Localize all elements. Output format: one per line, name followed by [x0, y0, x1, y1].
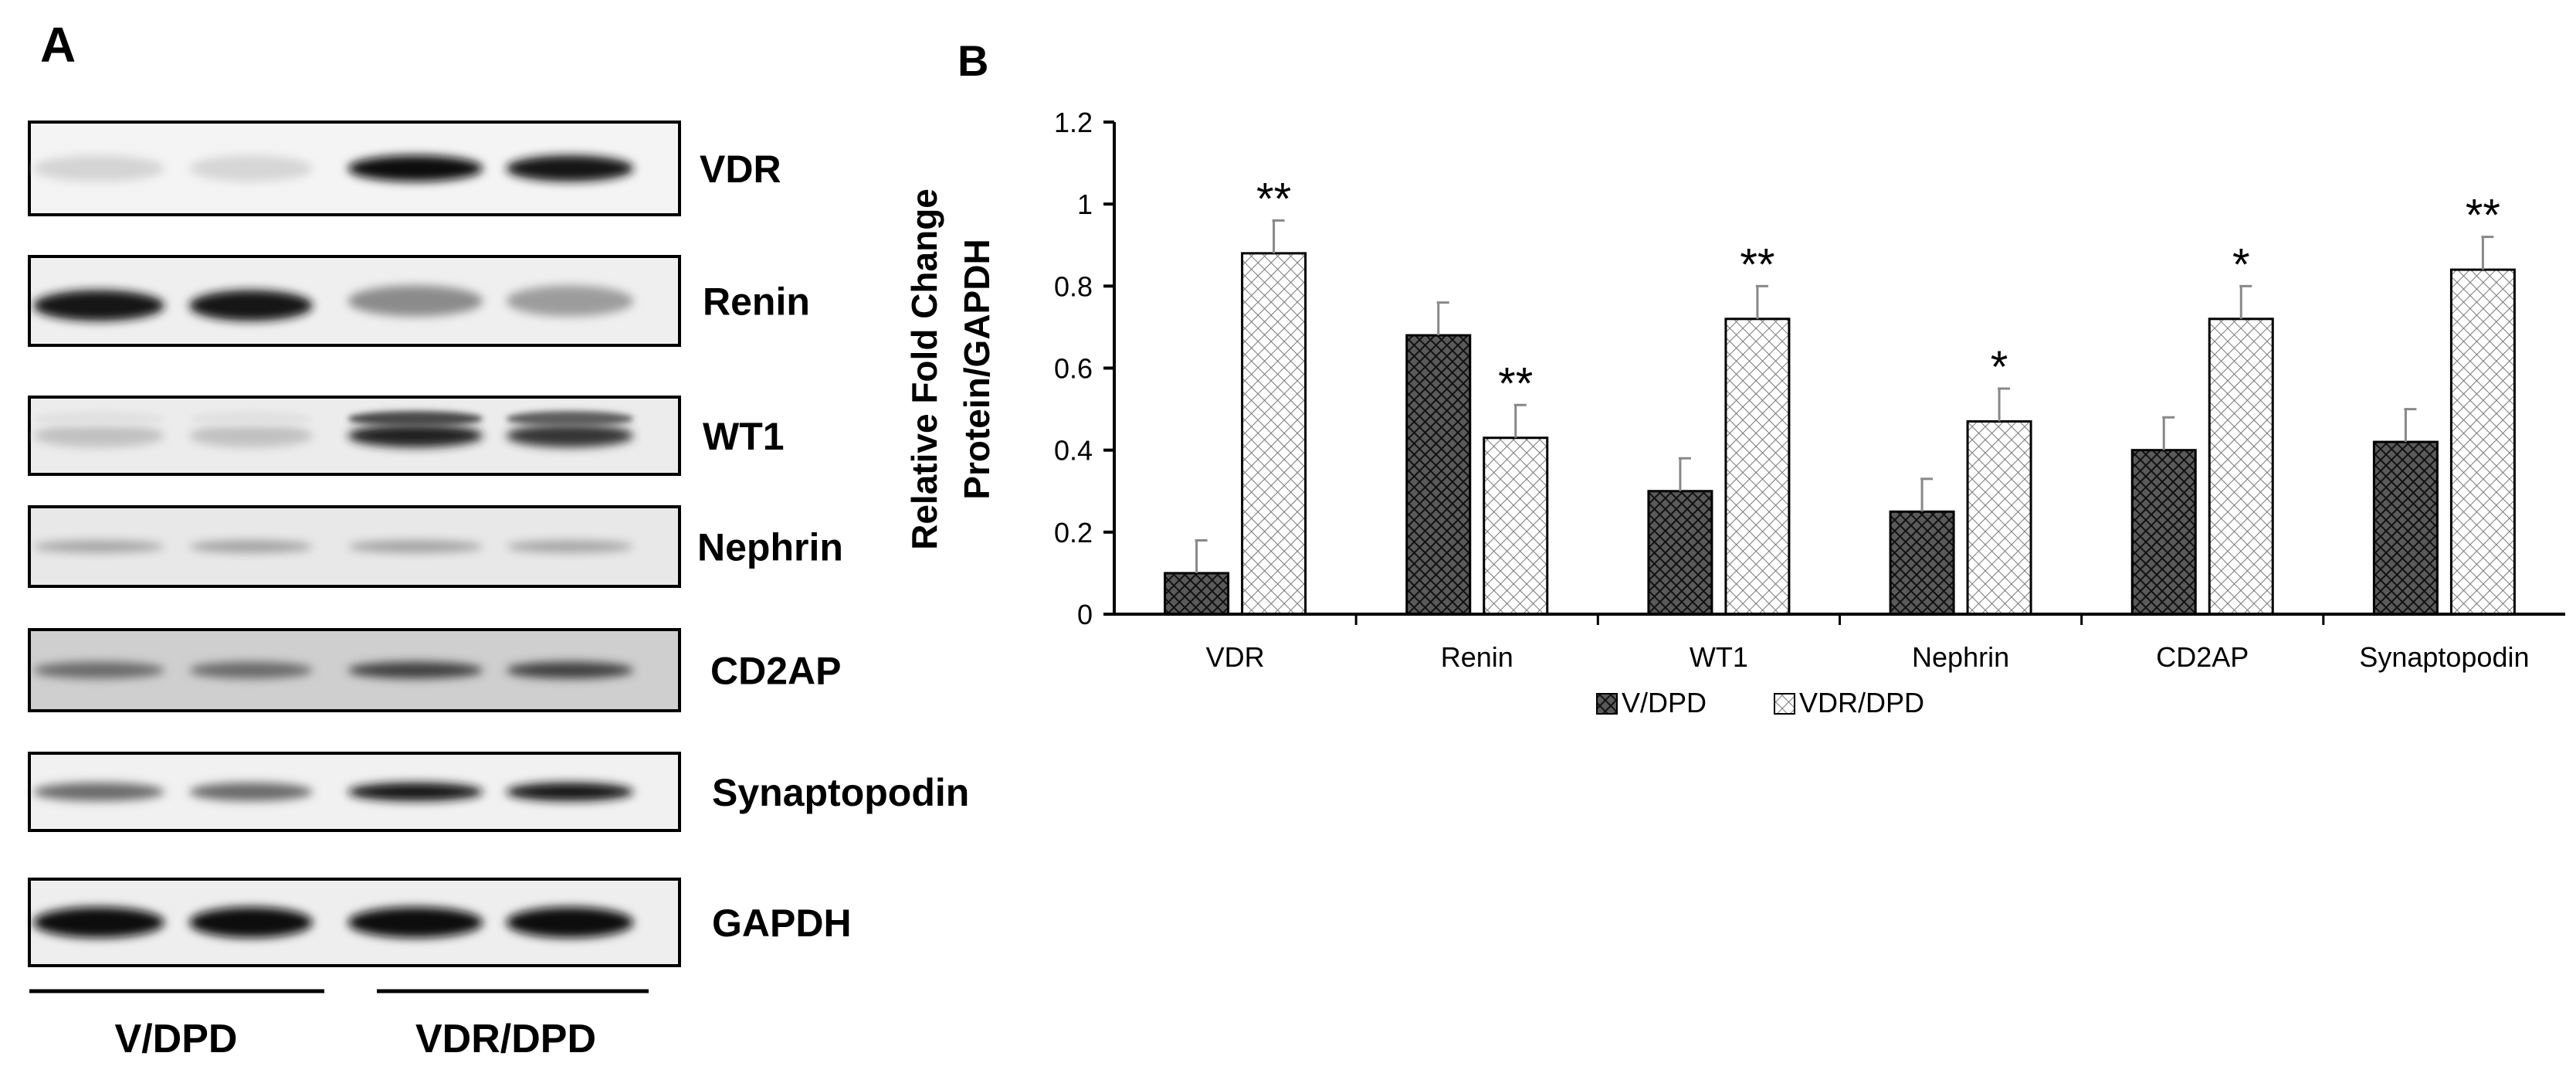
blot-band [506, 285, 634, 317]
bar-v-dpd-renin [1405, 334, 1472, 616]
significance-cd2ap: * [2232, 239, 2250, 290]
x-tick-label-nephrin: Nephrin [1912, 641, 2009, 673]
bar-vdr-dpd-renin [1483, 436, 1549, 616]
blot-band [33, 661, 164, 679]
blot-band [189, 424, 313, 447]
blot-strip-synaptopodin: Synaptopodin [28, 752, 969, 832]
y-axis-title: Relative Fold Change Protein/GAPDH [904, 188, 997, 550]
error-bars [1195, 219, 2494, 573]
bar-v-dpd-cd2ap [2130, 449, 2197, 616]
blot-band [189, 290, 313, 321]
significance-wt1: ** [1740, 239, 1774, 290]
panel-a-letter: A [40, 17, 76, 73]
blot-band [33, 540, 164, 553]
blot-strip-cd2ap: CD2AP [28, 628, 841, 712]
blot-band [506, 155, 634, 182]
bar-vdr-dpd-synaptopodin [2449, 268, 2516, 616]
blot-label-renin: Renin [703, 280, 810, 324]
blot-band [189, 155, 313, 182]
blot-band [189, 907, 313, 938]
blot-band [506, 661, 634, 679]
blot-label-cd2ap: CD2AP [710, 650, 841, 693]
blot-band [347, 424, 483, 447]
blot-band [347, 540, 483, 553]
x-tick-label-wt1: WT1 [1690, 641, 1748, 673]
blot-label-nephrin: Nephrin [697, 526, 843, 569]
blot-band [189, 661, 313, 679]
x-axis-tick-labels: VDR Renin WT1 Nephrin CD2AP Synaptopodin [1206, 614, 2530, 673]
blot-band [347, 783, 483, 801]
blot-band [33, 783, 164, 801]
y-tick-label: 0 [1077, 599, 1093, 630]
legend-label-v-dpd: V/DPD [1622, 687, 1707, 718]
blot-band [347, 661, 483, 679]
significance-labels: ********** [1256, 174, 2500, 409]
blot-label-synaptopodin: Synaptopodin [712, 771, 969, 814]
y-tick-label: 0.4 [1054, 435, 1093, 467]
y-tick-label: 0.6 [1054, 353, 1093, 385]
blot-band [347, 285, 483, 317]
blot-band [347, 411, 483, 426]
western-blot-panel: VDR Renin WT1 Nephrin CD2AP Synaptopodin GAPDH [28, 121, 969, 967]
blot-band [506, 411, 634, 426]
bar-v-dpd-vdr [1164, 572, 1230, 616]
significance-vdr: ** [1256, 174, 1291, 224]
blot-band [347, 907, 483, 938]
legend-label-vdr-dpd: VDR/DPD [1799, 687, 1924, 718]
legend-swatch-vdr-dpd [1774, 693, 1795, 715]
group-label-vdr-dpd: VDR/DPD [415, 1017, 596, 1061]
y-tick-label: 0.8 [1054, 270, 1093, 302]
panel-b-letter: B [958, 36, 988, 85]
y-tick-label: 1.2 [1054, 107, 1093, 138]
blot-band [189, 540, 313, 553]
y-axis-title-line: Protein/GAPDH [957, 239, 997, 499]
bar-v-dpd-wt1 [1647, 490, 1713, 616]
blot-band [506, 907, 634, 938]
blot-band [506, 540, 634, 553]
legend: V/DPD VDR/DPD [1596, 687, 1924, 718]
blot-band [33, 411, 164, 426]
blot-label-gapdh: GAPDH [712, 902, 852, 945]
blot-band [506, 424, 634, 447]
bars [1164, 252, 2516, 616]
y-tick-label: 1 [1077, 188, 1093, 220]
legend-swatch-v-dpd [1596, 693, 1618, 715]
blot-strip-renin: Renin [28, 255, 810, 347]
bar-vdr-dpd-nephrin [1966, 420, 2032, 616]
y-axis-ticks: 0 0.2 0.4 0.6 0.8 1 1.2 [1054, 107, 1114, 630]
bar-v-dpd-synaptopodin [2372, 440, 2439, 616]
x-tick-label-renin: Renin [1441, 641, 1513, 673]
significance-nephrin: * [1991, 342, 2008, 392]
x-tick-label-vdr: VDR [1206, 641, 1265, 673]
blot-band [33, 907, 164, 938]
blot-band [506, 783, 634, 801]
bar-vdr-dpd-vdr [1241, 252, 1307, 616]
blot-band [33, 424, 164, 447]
y-axis-title-line: Relative Fold Change [904, 188, 944, 550]
blot-band [189, 411, 313, 426]
bar-vdr-dpd-cd2ap [2208, 318, 2274, 616]
x-tick-label-cd2ap: CD2AP [2156, 641, 2249, 673]
blot-strip-gapdh: GAPDH [28, 878, 852, 967]
blot-label-vdr: VDR [700, 148, 781, 191]
blot-label-wt1: WT1 [703, 415, 785, 458]
blot-strip-wt1: WT1 [28, 396, 785, 476]
blot-strip-vdr: VDR [28, 121, 781, 216]
blot-band [347, 155, 483, 182]
bar-chart: Relative Fold Change Protein/GAPDH 0 0.2 0.… [904, 107, 2565, 718]
blot-band [33, 155, 164, 182]
y-tick-label: 0.2 [1054, 517, 1093, 548]
bar-v-dpd-nephrin [1889, 510, 1955, 616]
group-label-v-dpd: V/DPD [115, 1017, 238, 1061]
x-tick-label-synaptopodin: Synaptopodin [2359, 641, 2529, 673]
blot-band [33, 290, 164, 321]
blot-strip-nephrin: Nephrin [28, 505, 843, 588]
bar-vdr-dpd-wt1 [1724, 318, 1791, 616]
significance-renin: ** [1498, 358, 1533, 409]
significance-synaptopodin: ** [2466, 191, 2500, 241]
blot-band [189, 783, 313, 801]
